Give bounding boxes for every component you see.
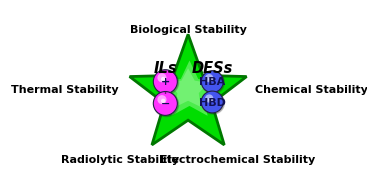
- Text: +: +: [161, 77, 170, 87]
- Circle shape: [154, 70, 179, 95]
- Circle shape: [161, 77, 165, 81]
- Circle shape: [161, 99, 165, 103]
- Circle shape: [157, 95, 167, 104]
- Circle shape: [202, 92, 224, 114]
- Circle shape: [201, 71, 223, 93]
- Text: ILs: ILs: [153, 61, 177, 76]
- Text: −: −: [161, 99, 170, 109]
- Circle shape: [153, 91, 177, 115]
- Text: HBD: HBD: [199, 98, 226, 108]
- Text: Biological Stability: Biological Stability: [130, 25, 247, 35]
- Circle shape: [208, 98, 212, 101]
- Circle shape: [205, 74, 213, 82]
- Polygon shape: [168, 68, 208, 107]
- Text: HBA: HBA: [199, 77, 225, 87]
- Text: DESs: DESs: [192, 61, 233, 76]
- Circle shape: [205, 94, 213, 103]
- Circle shape: [157, 73, 167, 82]
- Circle shape: [202, 71, 224, 94]
- Circle shape: [153, 70, 177, 94]
- Polygon shape: [160, 60, 219, 116]
- Circle shape: [154, 92, 179, 117]
- Text: Radiolytic Stability: Radiolytic Stability: [61, 155, 179, 165]
- Polygon shape: [130, 34, 247, 145]
- Circle shape: [201, 91, 223, 113]
- Text: Electrochemical Stability: Electrochemical Stability: [160, 155, 316, 165]
- Circle shape: [208, 77, 212, 81]
- Text: Thermal Stability: Thermal Stability: [11, 85, 118, 95]
- Text: Chemical Stability: Chemical Stability: [255, 85, 367, 95]
